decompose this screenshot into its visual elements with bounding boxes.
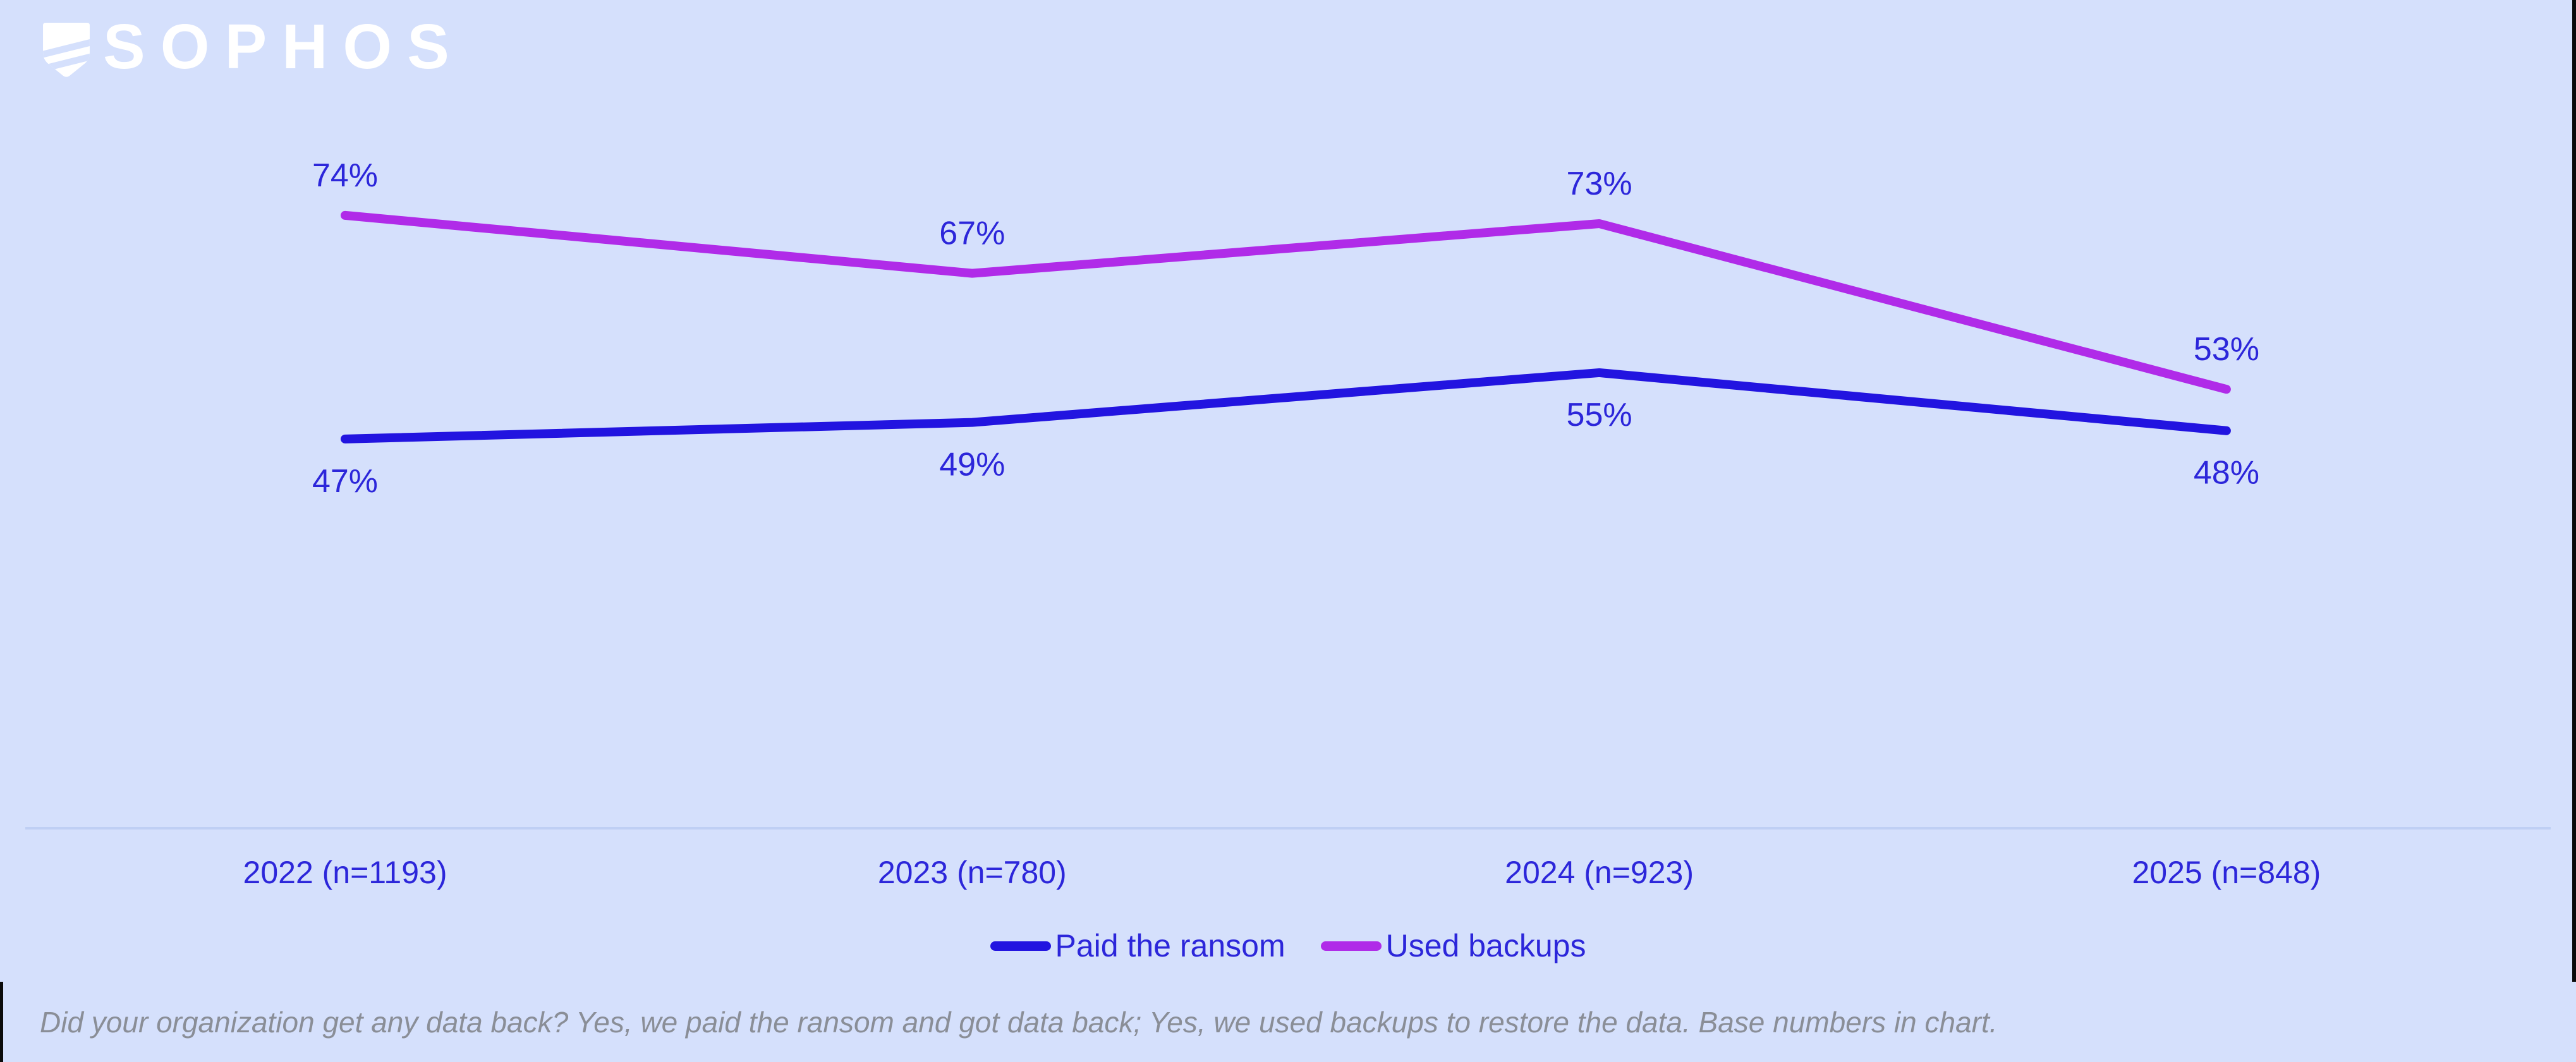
data-label-paid-the-ransom-2022-n-1193: 47%: [312, 463, 378, 500]
data-label-used-backups-2024-n-923: 73%: [1567, 166, 1632, 202]
legend-item-used-backups: Used backups: [1320, 927, 1586, 964]
legend-label-paid-the-ransom: Paid the ransom: [1055, 928, 1285, 963]
sophos-shield-icon: [43, 23, 90, 77]
x-axis-label-2023-n-780: 2023 (n=780): [878, 855, 1067, 890]
survey-question-note: Did your organization get any data back?…: [40, 1006, 1998, 1039]
data-label-paid-the-ransom-2024-n-923: 55%: [1567, 397, 1632, 433]
legend-label-used-backups: Used backups: [1385, 928, 1586, 963]
brand-header: SOPHOS: [40, 11, 465, 82]
screenshot-edge-artifact-left: [0, 982, 3, 1062]
chart-legend: Paid the ransom Used backups: [0, 927, 2576, 964]
data-label-used-backups-2022-n-1193: 74%: [312, 157, 378, 194]
screenshot-edge-artifact-right: [2572, 0, 2576, 982]
data-label-paid-the-ransom-2025-n-848: 48%: [2194, 455, 2259, 492]
legend-swatch-used-backups: [1320, 941, 1382, 951]
legend-item-paid-the-ransom: Paid the ransom: [990, 927, 1285, 964]
sophos-wordmark: SOPHOS: [103, 11, 465, 82]
series-line-paid-the-ransom: [341, 368, 2231, 444]
data-label-paid-the-ransom-2023-n-780: 49%: [939, 447, 1005, 483]
x-axis-label-2024-n-923: 2024 (n=923): [1505, 855, 1694, 890]
x-axis-label-2022-n-1193: 2022 (n=1193): [243, 855, 447, 890]
data-label-used-backups-2025-n-848: 53%: [2194, 331, 2259, 368]
x-axis-label-2025-n-848: 2025 (n=848): [2132, 855, 2321, 890]
data-label-used-backups-2023-n-780: 67%: [939, 215, 1005, 252]
series-line-used-backups: [341, 210, 2231, 394]
legend-swatch-paid-the-ransom: [990, 941, 1051, 951]
